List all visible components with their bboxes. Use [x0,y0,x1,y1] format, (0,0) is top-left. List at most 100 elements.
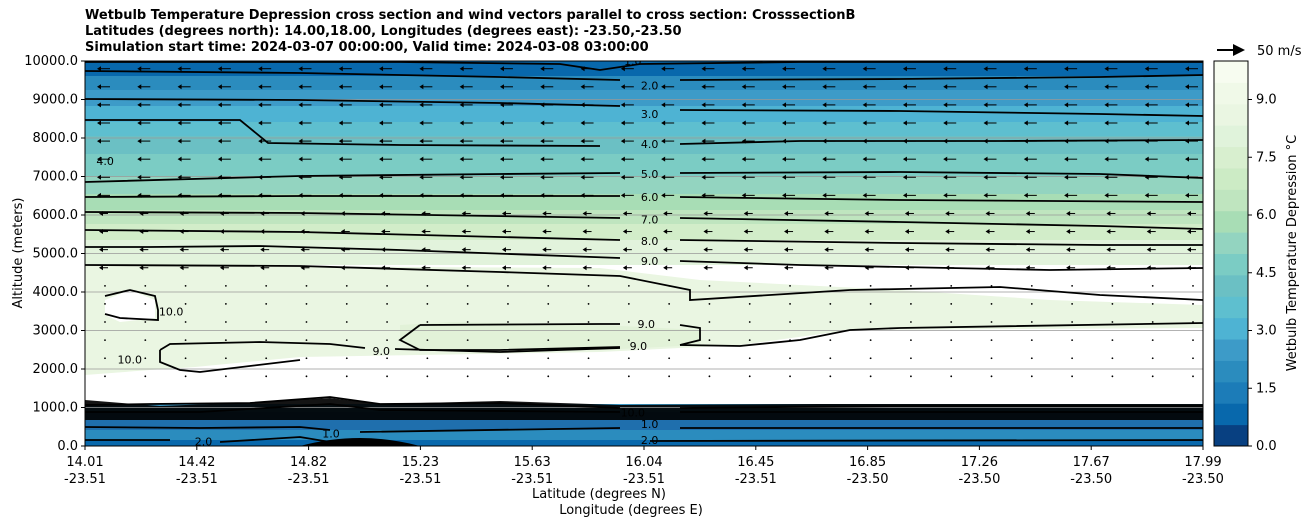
wind-vector-head [1146,229,1151,235]
wind-vector-head [542,265,547,271]
wind-vector [1111,375,1114,378]
wind-vector-head [622,229,627,235]
wind-vector-head [663,247,668,253]
wind-vector-head [701,156,706,162]
wind-vector-head [1185,66,1189,72]
wind-vector-head [983,120,988,126]
wind-vector [587,357,590,360]
y-tick-label: 8000.0 [33,131,79,146]
wind-vector [1151,375,1154,378]
chart-title-line-3: Simulation start time: 2024-03-07 00:00:… [85,40,649,55]
wind-vector-head [1023,102,1028,108]
x-axis-label-longitude: Longitude (degrees E) [559,503,703,518]
wind-vector-head [945,210,950,216]
wind-vector-head [1023,84,1028,90]
wind-vector [708,303,711,305]
colorbar-band [1214,82,1248,105]
wind-vector [1151,284,1154,287]
wind-vector-head [217,192,222,198]
wind-vector-head [1185,174,1189,180]
wind-vector-head [219,265,224,271]
wind-vector-head [137,66,142,72]
wind-vector [829,357,832,360]
wind-vector-head [381,229,386,235]
wind-vector-head [983,84,988,90]
wind-vector-head [298,138,303,144]
wind-vector [829,284,832,287]
wind-vector-head [620,156,625,162]
wind-vector [587,284,590,287]
contour-label: 3.0 [641,108,659,121]
y-tick-label: 3000.0 [33,324,79,339]
wind-vector-head [419,66,424,72]
wind-vector-head [419,102,424,108]
wind-vector-head [379,66,384,72]
x-tick-label-lat: 17.26 [961,455,998,470]
wind-vector-head [300,210,305,216]
contour-line-3 [85,98,1203,117]
wind-vector-head [661,138,666,144]
wind-vector [466,303,469,305]
wind-vector [1071,357,1074,360]
wind-vector [507,303,509,305]
wind-vector-head [822,120,827,126]
wind-vector [748,284,751,287]
wind-vector-head [540,102,545,108]
wind-vector [144,339,147,342]
wind-vector-head [1104,192,1109,198]
chart-title-line-1: Wetbulb Temperature Depression cross sec… [85,8,856,23]
wind-vector-head [943,192,948,198]
colorbar-band [1214,61,1248,83]
contour-line-4 [85,119,1203,147]
wind-vector-head [379,174,384,180]
wind-vector [466,357,469,360]
wind-vector [1151,357,1154,360]
contour-line-5 [85,171,1203,183]
x-tick-label-lat: 16.04 [625,455,662,470]
wind-vector [547,303,550,305]
wind-vector-head [217,102,222,108]
colorbar-frame [1213,60,1249,447]
wind-vector-head [137,156,142,162]
wind-vector-head [701,120,706,126]
x-tick-label-lon: -23.51 [288,472,330,487]
wind-vector-head [340,247,345,253]
wind-vector-head [1064,102,1069,108]
wind-vector-head [499,156,504,162]
wind-vector-head [620,66,625,72]
wind-vector [627,339,630,342]
wind-vector [910,321,912,323]
wind-vector-head [580,174,585,180]
wind-vector-head [822,84,827,90]
wind-vector-head [542,247,547,253]
wind-vector [1151,339,1154,342]
quiver-key-label: 50 m/s [1257,44,1302,59]
wind-vector [224,357,227,360]
colorbar-band [1214,167,1248,190]
wind-vector-head [1185,156,1189,162]
contour-label: 6.0 [641,191,659,204]
wind-vector [1111,357,1114,360]
wind-vector-head [137,174,142,180]
contour-label: 4.0 [96,155,114,168]
colorbar-tick-label: 0.0 [1256,439,1277,454]
wind-vector-head [983,138,988,144]
wind-vector-head [379,120,384,126]
wind-vector [587,339,590,342]
chart-title-line-2: Latitudes (degrees north): 14.00,18.00, … [85,24,682,39]
wind-vector [950,375,953,378]
wind-vector-head [1025,229,1030,235]
wind-vector-head [1025,247,1030,253]
wind-vector [547,284,550,287]
wind-vector [1192,375,1194,378]
wind-vector-head [902,138,907,144]
wind-vector-head [620,84,625,90]
wind-vector-head [501,229,506,235]
wind-vector [668,357,671,360]
colorbar-tick-label: 6.0 [1256,208,1277,223]
wind-vector-head [1064,156,1069,162]
colorbar-tick-label: 4.5 [1256,266,1277,281]
wind-vector [910,339,912,342]
wind-vector [224,303,227,305]
wind-vector-head [298,156,303,162]
